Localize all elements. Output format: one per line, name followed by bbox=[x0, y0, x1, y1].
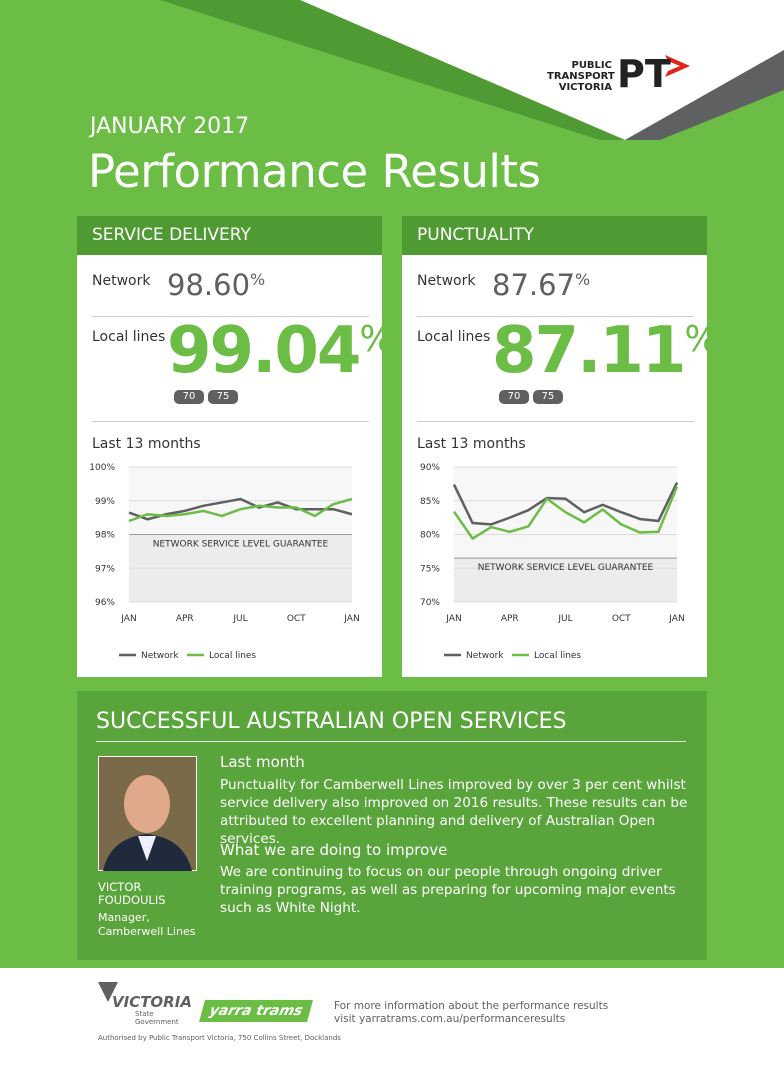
month: JANUARY 2017 bbox=[90, 114, 250, 139]
guarantee-label: NETWORK SERVICE LEVEL GUARANTEE bbox=[478, 563, 654, 573]
value: 87.11 bbox=[492, 314, 686, 388]
card: PUNCTUALITY Network 87.67% Local lines 87.11… bbox=[402, 216, 718, 677]
x-tick-label: APR bbox=[176, 614, 194, 624]
heading: Last month bbox=[220, 753, 305, 771]
header-white bbox=[300, 0, 784, 140]
series-line bbox=[452, 486, 679, 541]
y-tick-label: 70% bbox=[420, 598, 440, 608]
legend-label: Local lines bbox=[209, 651, 256, 661]
x-tick-label: JUL bbox=[232, 614, 247, 624]
route-badge: 75 bbox=[533, 390, 563, 404]
paragraph: Punctuality for Camberwell Lines improve… bbox=[220, 777, 688, 847]
x-tick-label: OCT bbox=[612, 614, 631, 624]
series-line bbox=[128, 497, 353, 523]
y-tick-label: 97% bbox=[95, 564, 115, 574]
person-role: Manager, Camberwell Lines bbox=[98, 911, 196, 938]
route-badge: 75 bbox=[208, 390, 238, 404]
network-label: Network bbox=[92, 273, 151, 289]
victoria-shape bbox=[98, 982, 118, 1002]
y-tick-label: 99% bbox=[95, 497, 115, 507]
x-tick-label: JAN bbox=[668, 614, 684, 624]
yarra-logo: yarra trams bbox=[199, 1000, 313, 1022]
header-decoration bbox=[160, 0, 784, 140]
local-label: Local lines bbox=[92, 329, 166, 345]
card: SERVICE DELIVERY Network 98.60% Local lines… bbox=[77, 216, 393, 677]
y-tick-label: 98% bbox=[95, 531, 115, 541]
y-tick-label: 96% bbox=[95, 598, 115, 608]
route-badge: 70 bbox=[499, 390, 529, 404]
info: visit yarratrams.com.au/performanceresul… bbox=[334, 1013, 566, 1025]
photo-shirt bbox=[138, 836, 156, 861]
unit: % bbox=[575, 270, 591, 290]
legend-label: Network bbox=[466, 651, 504, 661]
logo-line: VICTORIA bbox=[558, 82, 612, 93]
y-tick-label: 90% bbox=[420, 463, 440, 473]
victoria-icon bbox=[98, 982, 118, 1002]
card-title: PUNCTUALITY bbox=[402, 216, 707, 255]
logo-arrow bbox=[665, 55, 690, 77]
divider bbox=[92, 421, 369, 422]
chart-heading: Last 13 months bbox=[92, 436, 201, 452]
logo-text: PUBLIC TRANSPORT VICTORIA bbox=[547, 60, 615, 93]
route-badge: 70 bbox=[174, 390, 204, 404]
photo bbox=[98, 756, 197, 871]
header-grey bbox=[625, 50, 784, 140]
chart-heading: Last 13 months bbox=[417, 436, 526, 452]
y-tick-label: 75% bbox=[420, 564, 440, 574]
guarantee-label: NETWORK SERVICE LEVEL GUARANTEE bbox=[153, 540, 329, 550]
value: 87.67 bbox=[492, 268, 576, 302]
card-title: SERVICE DELIVERY bbox=[77, 216, 382, 255]
logo-line: TRANSPORT bbox=[547, 71, 615, 82]
x-tick-label: OCT bbox=[287, 614, 306, 624]
unit: % bbox=[684, 319, 718, 361]
y-tick-label: 85% bbox=[420, 497, 440, 507]
plot-lower bbox=[454, 558, 677, 602]
chart: 70% 75% 80% 85% 90% NETWORK SERVICE LEVEL GUA… bbox=[420, 463, 685, 661]
government: State Government bbox=[135, 1010, 179, 1026]
footer: VICTORIA State Government yarra trams Fo… bbox=[0, 968, 784, 1076]
x-tick-label: JUL bbox=[557, 614, 572, 624]
article-rule bbox=[96, 741, 686, 742]
series-line bbox=[128, 497, 353, 521]
article-panel: SUCCESSFUL AUSTRALIAN OPEN SERVICES VICT… bbox=[77, 691, 707, 960]
x-tick-label: JAN bbox=[343, 614, 359, 624]
local-value: 99.04% bbox=[167, 314, 393, 388]
value: 98.60 bbox=[167, 268, 251, 302]
info: For more information about the performan… bbox=[334, 1000, 609, 1012]
victoria: VICTORIA bbox=[112, 993, 192, 1011]
chart: 96% 97% 98% 99% 100% NETWORK SERVICE LEVEL GU… bbox=[89, 463, 359, 661]
network-label: Network bbox=[417, 273, 476, 289]
logo-mark: PT bbox=[617, 52, 671, 96]
local-label: Local lines bbox=[417, 329, 491, 345]
authorised: Authorised by Public Transport Victoria,… bbox=[98, 1034, 341, 1042]
y-tick-label: 100% bbox=[89, 463, 115, 473]
x-tick-label: JAN bbox=[120, 614, 136, 624]
divider bbox=[417, 421, 694, 422]
divider bbox=[417, 316, 694, 317]
local-value: 87.11% bbox=[492, 314, 718, 388]
network-value: 87.67% bbox=[492, 268, 590, 302]
heading: What we are doing to improve bbox=[220, 841, 448, 859]
person-name: VICTOR FOUDOULIS bbox=[98, 880, 166, 907]
header-stripe bbox=[160, 0, 625, 140]
divider bbox=[92, 316, 369, 317]
series-line bbox=[452, 481, 679, 526]
y-tick-label: 80% bbox=[420, 531, 440, 541]
photo-face bbox=[124, 775, 170, 833]
article-title: SUCCESSFUL AUSTRALIAN OPEN SERVICES bbox=[96, 709, 567, 734]
unit: % bbox=[250, 270, 266, 290]
paragraph: We are continuing to focus on our people… bbox=[220, 864, 676, 916]
legend-label: Local lines bbox=[534, 651, 581, 661]
x-tick-label: APR bbox=[501, 614, 519, 624]
logo-line: PUBLIC bbox=[571, 60, 612, 71]
title: Performance Results bbox=[88, 145, 541, 198]
network-value: 98.60% bbox=[167, 268, 265, 302]
legend-label: Network bbox=[141, 651, 179, 661]
x-tick-label: JAN bbox=[445, 614, 461, 624]
unit: % bbox=[359, 319, 393, 361]
value: 99.04 bbox=[167, 314, 361, 388]
